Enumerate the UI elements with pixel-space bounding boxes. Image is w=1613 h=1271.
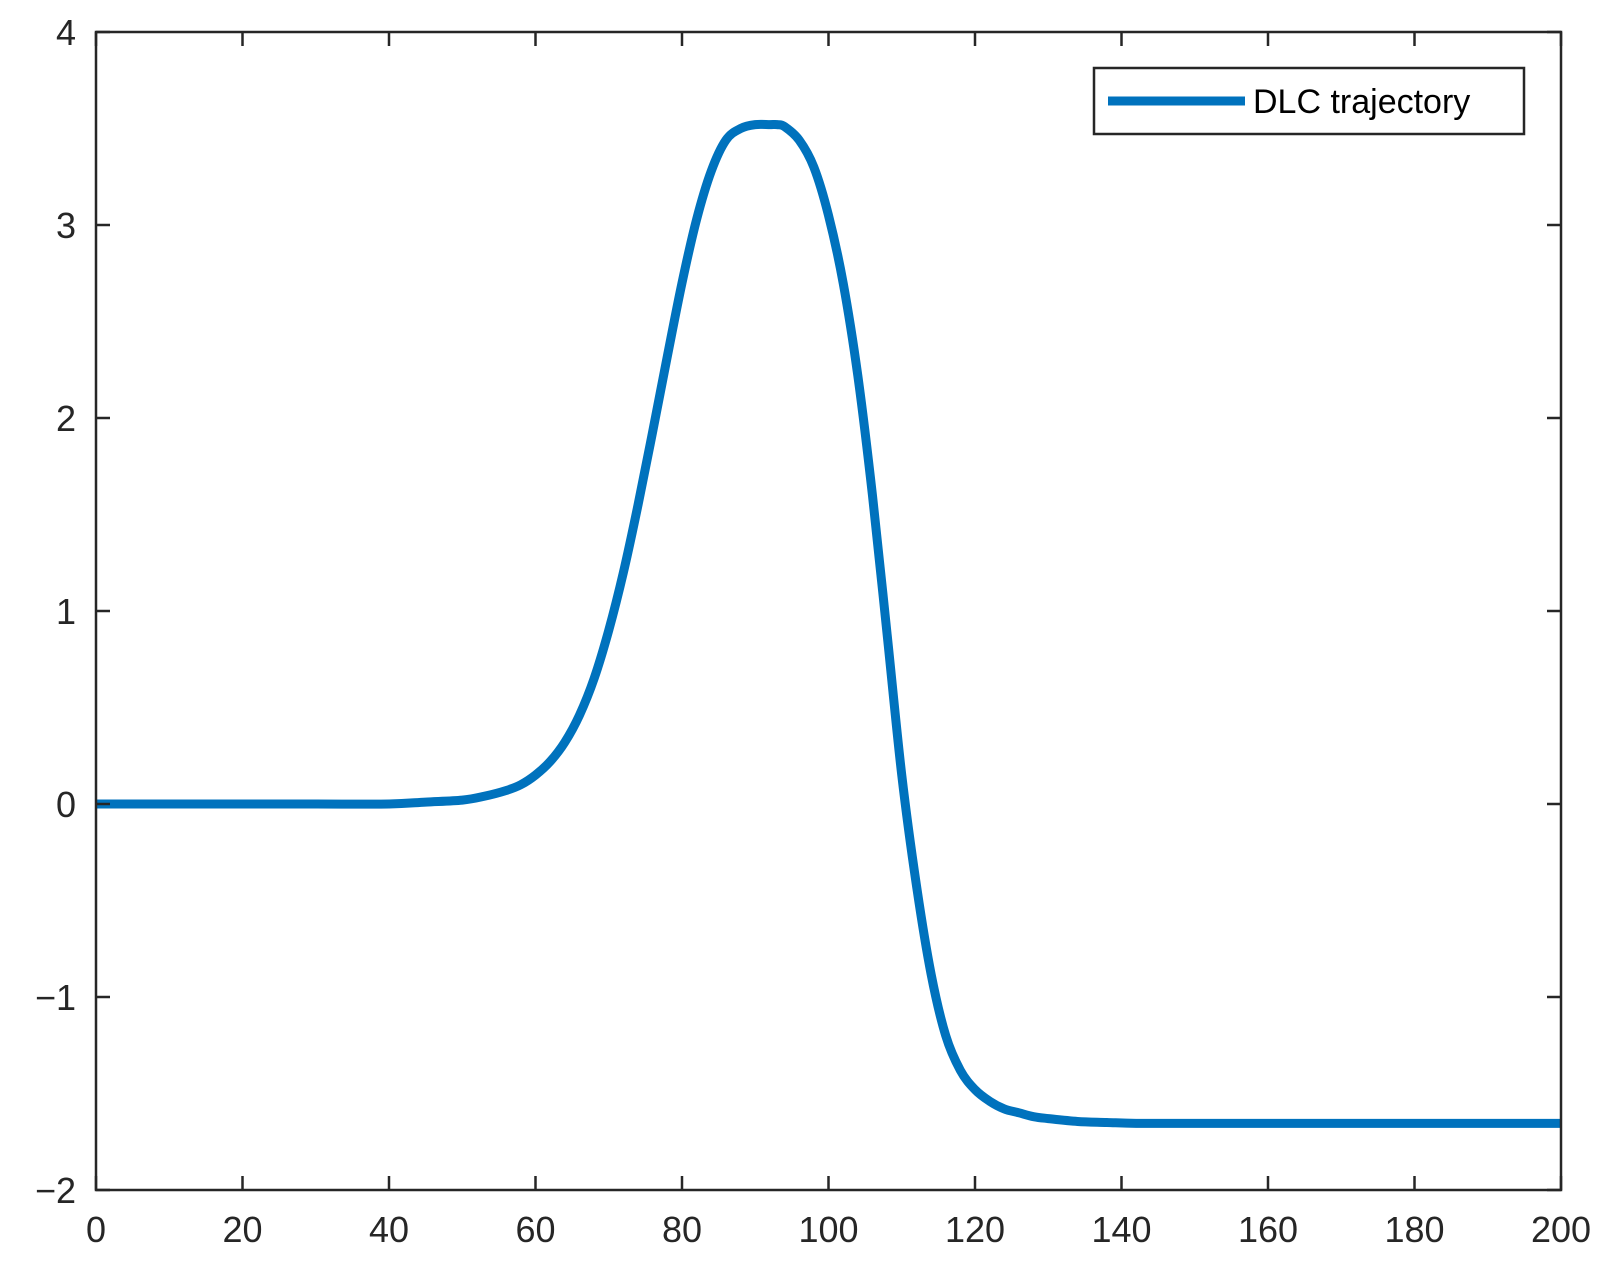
y-tick-label: 2 — [56, 398, 76, 439]
series-line-dlc-trajectory — [96, 119, 1561, 1128]
x-tick-label: 120 — [945, 1209, 1005, 1250]
x-tick-label: 80 — [662, 1209, 702, 1250]
legend-label-dlc-trajectory: DLC trajectory — [1253, 83, 1470, 121]
x-tick-label: 60 — [515, 1209, 555, 1250]
legend: DLC trajectory — [1092, 66, 1526, 136]
y-tick-label: −1 — [35, 977, 76, 1018]
x-tick-label: 180 — [1384, 1209, 1444, 1250]
y-tick-label: 0 — [56, 784, 76, 825]
x-tick-label: 140 — [1091, 1209, 1151, 1250]
y-tick-label: 3 — [56, 205, 76, 246]
x-tick-label: 160 — [1238, 1209, 1298, 1250]
x-tick-label: 100 — [798, 1209, 858, 1250]
plot-area — [96, 119, 1561, 1128]
axes: 0 20 40 60 80 100 120 140 160 180 200 −2 −1 0 1 2 3 4 — [35, 12, 1591, 1250]
y-tick-label: 4 — [56, 12, 76, 53]
y-tick-label: 1 — [56, 591, 76, 632]
x-tick-label: 20 — [222, 1209, 262, 1250]
x-tick-label: 200 — [1531, 1209, 1591, 1250]
x-tick-label: 40 — [369, 1209, 409, 1250]
y-tick-label: −2 — [35, 1170, 76, 1211]
x-tick-label: 0 — [86, 1209, 106, 1250]
